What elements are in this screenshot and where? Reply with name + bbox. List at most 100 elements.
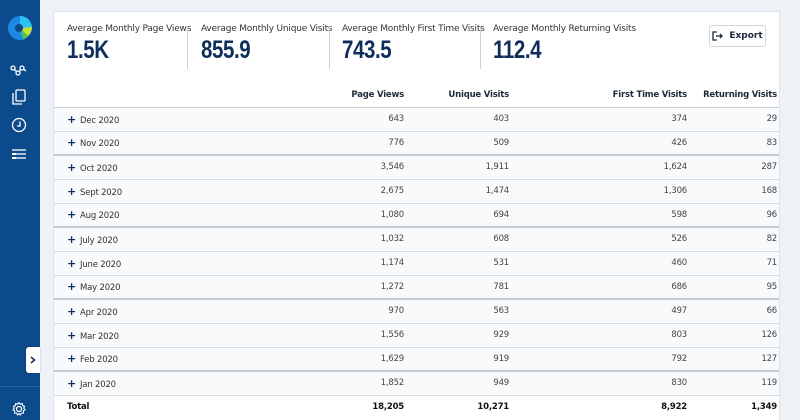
expand-plus-icon[interactable]: + — [67, 112, 77, 126]
chevron-right-icon — [30, 356, 36, 364]
month-label: June 2020 — [80, 259, 122, 270]
returning-visits-cell: 66 — [687, 299, 777, 324]
returning-visits-cell: 82 — [687, 227, 777, 252]
stat-value: 1.5K — [67, 36, 109, 64]
unique-visits-cell: 403 — [404, 107, 509, 132]
header-first-time-visits[interactable]: First Time Visits — [509, 83, 687, 108]
page-views-cell: 970 — [304, 299, 404, 324]
unique-visits-cell: 694 — [404, 203, 509, 228]
spacer-cell — [777, 299, 779, 324]
expand-plus-icon[interactable]: + — [67, 256, 77, 270]
stat-label: Average Monthly Returning Visits — [493, 24, 636, 34]
month-cell[interactable]: + Feb 2020 — [54, 347, 304, 372]
header-spacer — [777, 83, 779, 108]
export-label: Export — [729, 31, 763, 41]
first-time-visits-cell: 830 — [509, 371, 687, 396]
returning-visits-cell: 83 — [687, 131, 777, 156]
export-icon — [712, 31, 724, 41]
month-cell[interactable]: + Oct 2020 — [54, 155, 304, 180]
month-cell[interactable]: + May 2020 — [54, 275, 304, 300]
table-header-row: Page Views Unique Visits First Time Visi… — [54, 83, 779, 108]
list-icon[interactable] — [8, 143, 30, 165]
expand-plus-icon[interactable]: + — [67, 328, 77, 342]
month-cell[interactable]: + Apr 2020 — [54, 299, 304, 324]
first-time-visits-cell: 792 — [509, 347, 687, 372]
expand-plus-icon[interactable]: + — [67, 160, 77, 174]
month-cell[interactable]: + June 2020 — [54, 251, 304, 276]
unique-visits-cell: 1,911 — [404, 155, 509, 180]
page-views-cell: 1,032 — [304, 227, 404, 252]
expand-plus-icon[interactable]: + — [67, 352, 77, 366]
header-returning-visits[interactable]: Returning Visits — [687, 83, 777, 108]
first-time-visits-cell: 526 — [509, 227, 687, 252]
page-views-cell: 1,852 — [304, 371, 404, 396]
total-label: Total — [54, 395, 304, 419]
spacer-cell — [777, 395, 779, 419]
expand-plus-icon[interactable]: + — [67, 280, 77, 294]
expand-plus-icon[interactable]: + — [67, 136, 77, 150]
table-row[interactable]: + Nov 2020 776 509 426 83 — [54, 131, 779, 156]
table-row[interactable]: + June 2020 1,174 531 460 71 — [54, 251, 779, 276]
spacer-cell — [777, 203, 779, 228]
copy-icon[interactable] — [8, 86, 30, 108]
expand-plus-icon[interactable]: + — [67, 184, 77, 198]
month-cell[interactable]: + Mar 2020 — [54, 323, 304, 348]
table-row[interactable]: + Feb 2020 1,629 919 792 127 — [54, 347, 779, 372]
first-time-visits-cell: 497 — [509, 299, 687, 324]
returning-visits-cell: 71 — [687, 251, 777, 276]
expand-plus-icon[interactable]: + — [67, 208, 77, 222]
sidebar — [0, 0, 40, 420]
sidebar-collapse-button[interactable] — [26, 347, 40, 373]
stat-divider — [480, 26, 481, 69]
spacer-cell — [777, 347, 779, 372]
first-time-visits-cell: 460 — [509, 251, 687, 276]
stat-value: 855.9 — [201, 36, 251, 64]
table-row[interactable]: + Mar 2020 1,556 929 803 126 — [54, 323, 779, 348]
returning-visits-cell: 287 — [687, 155, 777, 180]
header-page-views[interactable]: Page Views — [304, 83, 404, 108]
header-unique-visits[interactable]: Unique Visits — [404, 83, 509, 108]
network-icon[interactable] — [8, 59, 30, 81]
stat-page-views: Average Monthly Page Views 1.5K — [67, 24, 191, 70]
unique-visits-cell: 608 — [404, 227, 509, 252]
spacer-cell — [777, 251, 779, 276]
table-row[interactable]: + Apr 2020 970 563 497 66 — [54, 299, 779, 324]
export-button[interactable]: Export — [709, 25, 766, 47]
month-cell[interactable]: + Sept 2020 — [54, 179, 304, 204]
total-unique-visits: 10,271 — [404, 395, 509, 419]
month-cell[interactable]: + Dec 2020 — [54, 107, 304, 132]
month-cell[interactable]: + Jan 2020 — [54, 371, 304, 396]
table-row[interactable]: + Oct 2020 3,546 1,911 1,624 287 — [54, 155, 779, 180]
expand-plus-icon[interactable]: + — [67, 232, 77, 246]
table-row[interactable]: + Jan 2020 1,852 949 830 119 — [54, 371, 779, 396]
month-cell[interactable]: + Nov 2020 — [54, 131, 304, 156]
page-views-cell: 1,174 — [304, 251, 404, 276]
month-label: Mar 2020 — [80, 331, 119, 342]
clock-icon[interactable] — [8, 114, 30, 136]
app-logo — [8, 15, 33, 40]
spacer-cell — [777, 275, 779, 300]
unique-visits-cell: 563 — [404, 299, 509, 324]
sidebar-divider — [0, 386, 40, 387]
gear-icon[interactable] — [8, 398, 30, 420]
spacer-cell — [777, 131, 779, 156]
returning-visits-cell: 127 — [687, 347, 777, 372]
month-label: Aug 2020 — [80, 211, 120, 222]
table-row[interactable]: + July 2020 1,032 608 526 82 — [54, 227, 779, 252]
spacer-cell — [777, 155, 779, 180]
table-row[interactable]: + Sept 2020 2,675 1,474 1,306 168 — [54, 179, 779, 204]
stat-unique-visits: Average Monthly Unique Visits 855.9 — [201, 24, 333, 70]
month-cell[interactable]: + July 2020 — [54, 227, 304, 252]
month-cell[interactable]: + Aug 2020 — [54, 203, 304, 228]
header-month — [54, 83, 304, 108]
table-row[interactable]: + Aug 2020 1,080 694 598 96 — [54, 203, 779, 228]
page-views-cell: 3,546 — [304, 155, 404, 180]
returning-visits-cell: 29 — [687, 107, 777, 132]
table-row[interactable]: + Dec 2020 643 403 374 29 — [54, 107, 779, 132]
month-label: Feb 2020 — [80, 355, 118, 366]
table-row[interactable]: + May 2020 1,272 781 686 95 — [54, 275, 779, 300]
total-page-views: 18,205 — [304, 395, 404, 419]
expand-plus-icon[interactable]: + — [67, 304, 77, 318]
month-label: Sept 2020 — [80, 187, 122, 198]
expand-plus-icon[interactable]: + — [67, 376, 77, 390]
